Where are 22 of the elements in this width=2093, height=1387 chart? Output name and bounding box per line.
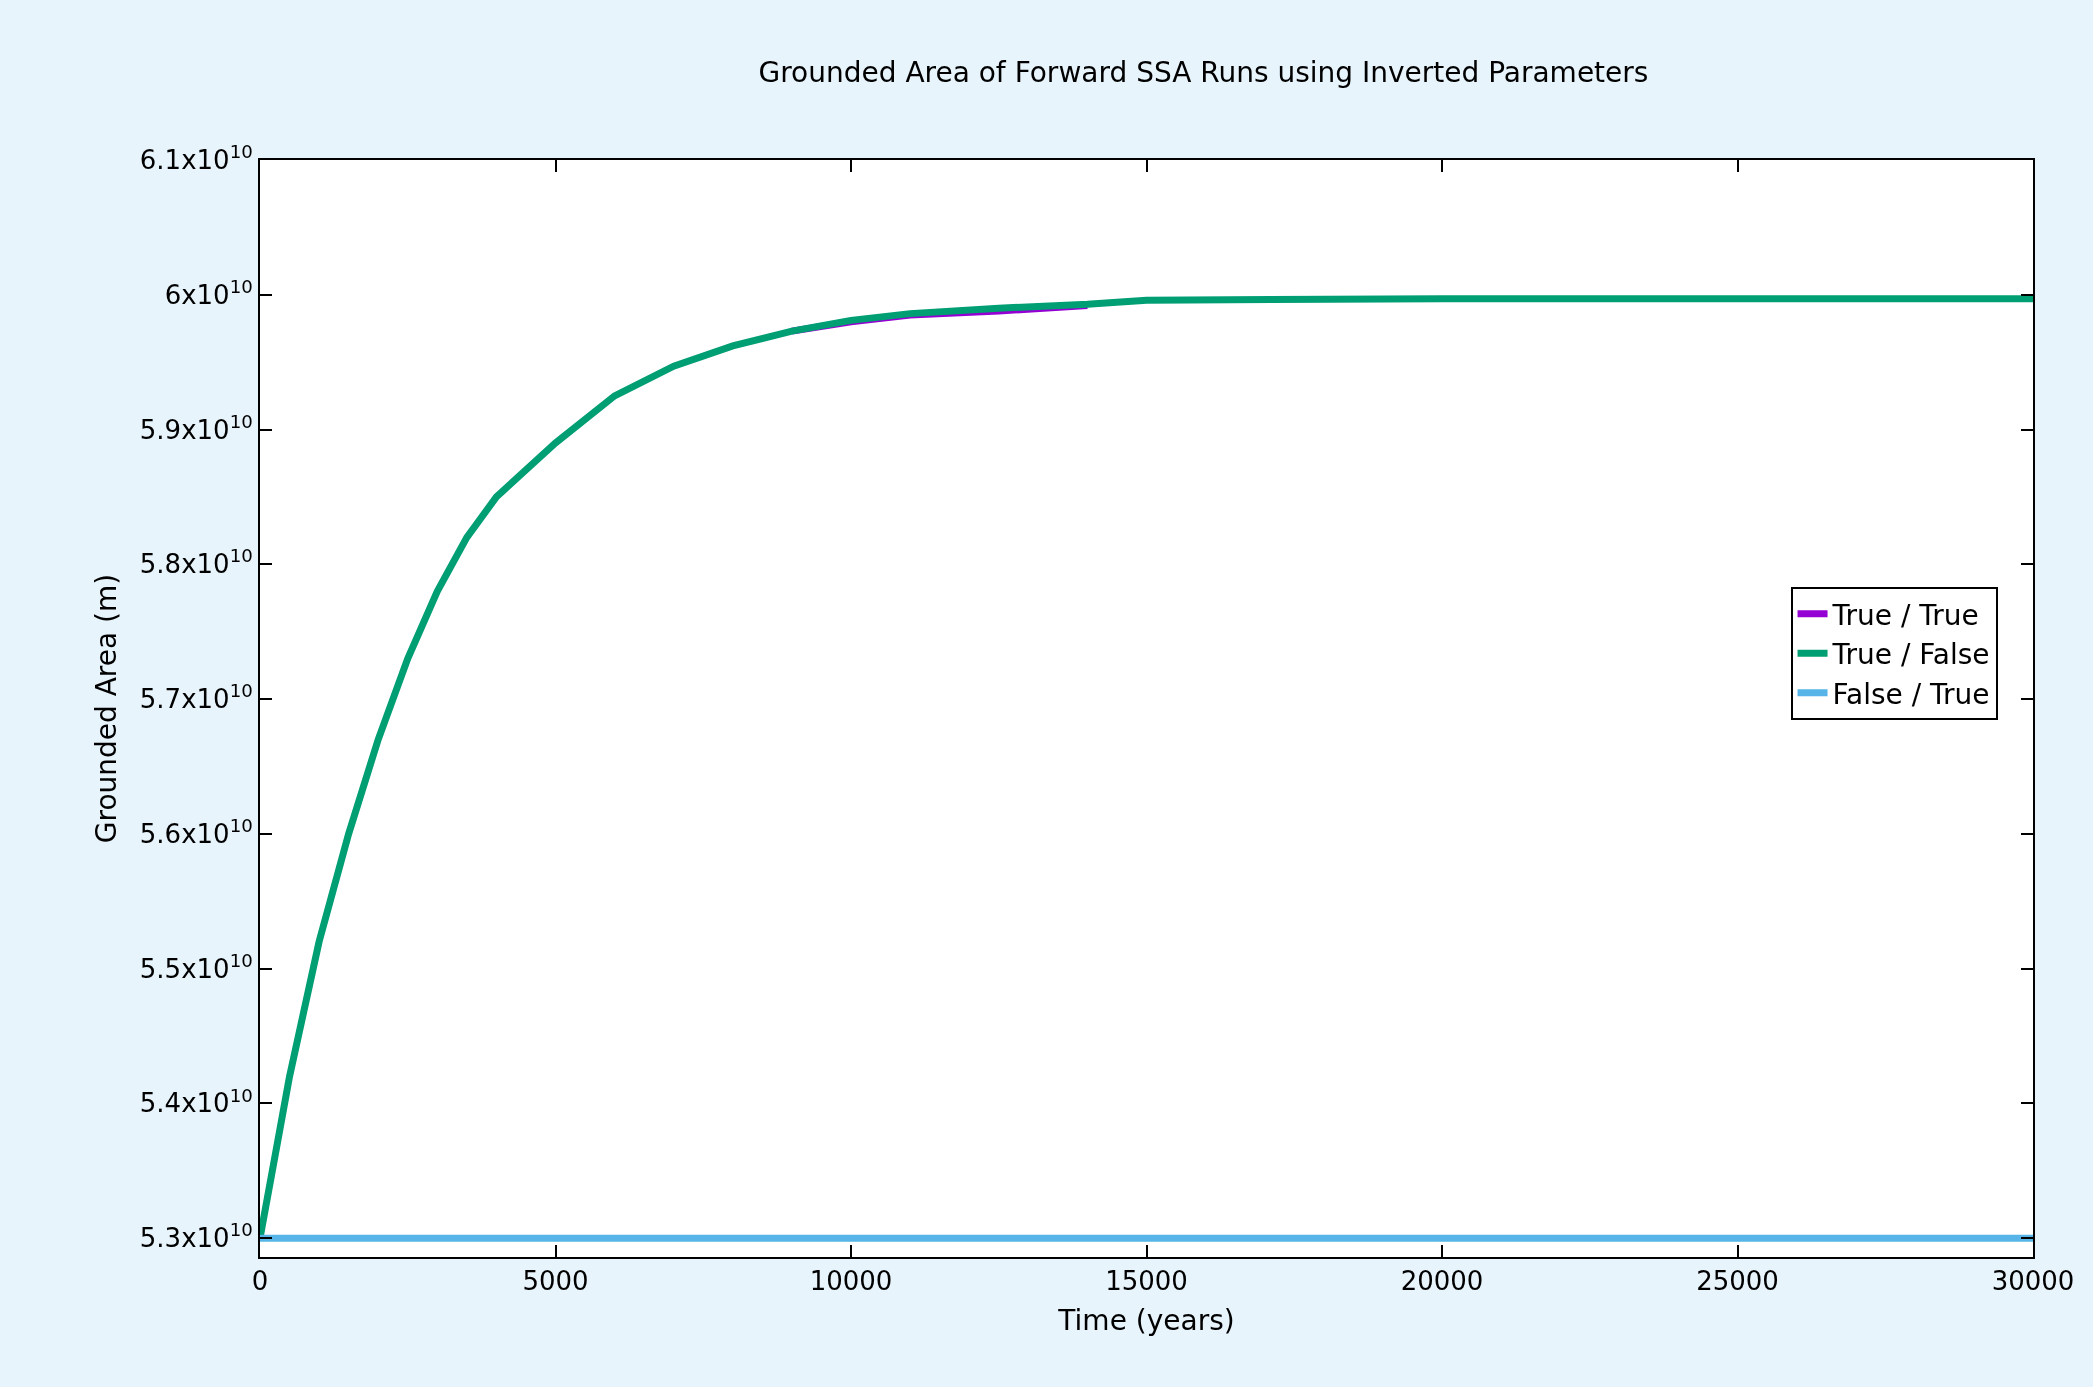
y-tick-label: 5.6x10$^{10}$ xyxy=(139,815,253,849)
y-tick-label: 5.9x10$^{10}$ xyxy=(139,410,253,445)
x-tick-label: 5000 xyxy=(522,1266,589,1297)
x-tick-label: 20000 xyxy=(1400,1266,1484,1297)
x-axis-title: Time (years) xyxy=(1057,1303,1235,1337)
y-tick-label: 5.8x10$^{10}$ xyxy=(139,545,253,580)
x-tick-label: 30000 xyxy=(1991,1266,2075,1297)
x-tick-label: 25000 xyxy=(1696,1266,1779,1297)
x-tick-label: 15000 xyxy=(1105,1266,1188,1297)
y-tick-label: 5.7x10$^{10}$ xyxy=(139,680,253,715)
y-tick-label: 6.1x10$^{10}$ xyxy=(139,141,253,176)
y-axis-title: Grounded Area (m) xyxy=(90,573,124,844)
y-tick-label: 5.3x10$^{10}$ xyxy=(139,1219,253,1254)
y-tick-label: 5.5x10$^{10}$ xyxy=(139,949,253,984)
legend-label: True / False xyxy=(1831,638,1990,672)
y-tick-label: 5.4x10$^{10}$ xyxy=(139,1084,253,1119)
chart-title: Grounded Area of Forward SSA Runs using Inverted Parameters xyxy=(758,56,1649,90)
x-tick-label: 10000 xyxy=(809,1266,893,1297)
legend-label: True / True xyxy=(1831,598,1979,632)
y-tick-label: 6x10$^{10}$ xyxy=(164,275,253,310)
x-tick-label: 0 xyxy=(251,1266,269,1297)
legend-label: False / True xyxy=(1832,677,1990,711)
